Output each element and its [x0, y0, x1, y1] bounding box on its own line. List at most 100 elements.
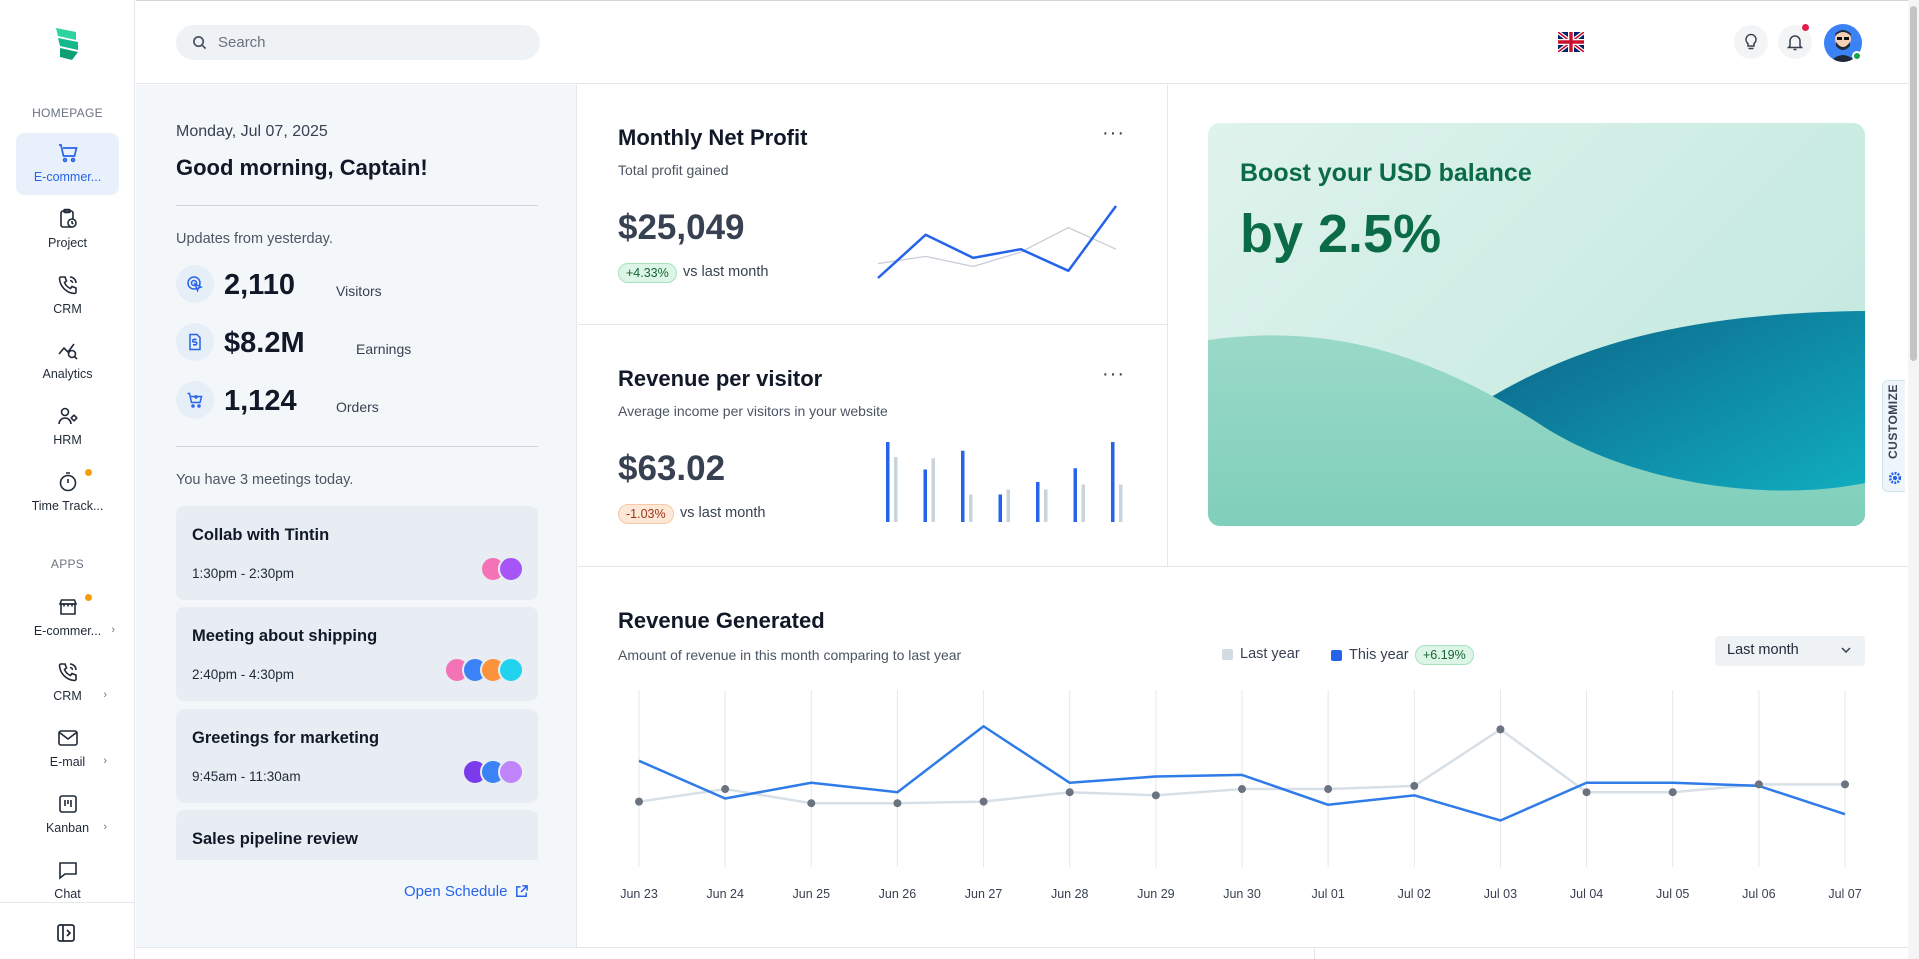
visitor-bar-chart	[886, 442, 1123, 522]
sidebar-item-label: CRM	[53, 302, 82, 316]
more-options-icon[interactable]: ···	[1102, 363, 1125, 385]
bar-this	[1036, 482, 1040, 522]
legend-swatch-this-year	[1331, 650, 1342, 661]
meeting-time: 2:40pm - 4:30pm	[192, 667, 295, 682]
meeting-title: Greetings for marketing	[192, 729, 380, 747]
tips-button[interactable]	[1734, 25, 1768, 59]
sidebar-item-ecommerce[interactable]: E-commer...	[16, 133, 119, 195]
store-icon	[58, 599, 78, 615]
sidebar-app-email[interactable]: E-mail ›	[16, 718, 119, 780]
chevron-right-icon: ›	[111, 624, 115, 636]
data-point-last-year	[1668, 788, 1677, 797]
sidebar-item-crm[interactable]: CRM	[16, 265, 119, 327]
clipboard-clock-icon	[60, 208, 77, 228]
avatar-icon	[1824, 24, 1862, 62]
stopwatch-icon	[59, 472, 77, 492]
meeting-title: Collab with Tintin	[192, 526, 330, 544]
bar-prev	[931, 458, 935, 522]
divider	[578, 324, 1167, 325]
x-tick-label: Jul 02	[1398, 887, 1431, 901]
uk-flag-icon[interactable]	[1558, 32, 1584, 52]
chevron-right-icon: ›	[103, 755, 107, 767]
sidebar-item-analytics[interactable]: Analytics	[16, 330, 119, 392]
avatar	[498, 759, 524, 785]
data-point-last-year	[1151, 791, 1160, 800]
sidebar-app-kanban[interactable]: Kanban ›	[16, 784, 119, 846]
sidebar: HOMEPAGE E-commer... Project CRM Analyti…	[0, 0, 135, 959]
search-input[interactable]	[218, 25, 518, 60]
series-this-year	[638, 725, 1846, 822]
mail-icon	[58, 730, 78, 746]
chevron-right-icon: ›	[103, 689, 107, 701]
card-title: Revenue Generated	[618, 608, 825, 633]
open-schedule-link[interactable]: Open Schedule	[404, 883, 528, 900]
x-tick-label: Jul 01	[1311, 887, 1344, 901]
profit-sparkline	[877, 205, 1118, 279]
range-select[interactable]: Last month	[1715, 636, 1865, 666]
sidebar-item-label: Analytics	[42, 367, 93, 381]
sidebar-item-label: Kanban	[45, 821, 90, 835]
meeting-title: Sales pipeline review	[192, 830, 358, 848]
customize-tab[interactable]: CUSTOMIZE	[1882, 380, 1905, 492]
attendee-avatars	[462, 759, 526, 785]
promo-banner[interactable]: Boost your USD balance by 2.5%	[1208, 123, 1865, 526]
divider	[176, 446, 538, 447]
meeting-card[interactable]: Meeting about shipping 2:40pm - 4:30pm	[176, 607, 538, 701]
avatar	[498, 556, 524, 582]
data-point-last-year	[807, 799, 816, 808]
sidebar-item-label: E-commer...	[33, 170, 102, 184]
top-header	[136, 0, 1908, 84]
bottom-edge	[136, 947, 1908, 959]
phone-icon	[58, 276, 77, 295]
notification-dot	[85, 594, 92, 601]
legend-last-year: Last year	[1240, 646, 1300, 662]
meeting-title: Meeting about shipping	[192, 627, 378, 645]
chat-icon	[59, 862, 77, 880]
sidebar-app-crm[interactable]: CRM ›	[16, 652, 119, 714]
comparison-label: vs last month	[683, 264, 769, 280]
sidebar-toggle-icon[interactable]	[56, 923, 76, 943]
user-avatar[interactable]	[1824, 24, 1862, 62]
meeting-card[interactable]: Greetings for marketing 9:45am - 11:30am	[176, 709, 538, 803]
meeting-time: 1:30pm - 2:30pm	[192, 566, 295, 581]
meeting-card[interactable]: Sales pipeline review	[176, 810, 538, 860]
stat-label: Visitors	[336, 283, 382, 299]
logo-icon[interactable]	[52, 26, 82, 62]
notification-dot	[1801, 23, 1810, 32]
card-title: Revenue per visitor	[618, 366, 823, 391]
page-scrollbar[interactable]	[1908, 0, 1919, 959]
scrollbar-thumb[interactable]	[1910, 6, 1917, 361]
cart-icon	[59, 144, 78, 163]
bar-prev	[894, 457, 898, 522]
sidebar-item-label: Chat	[54, 887, 81, 901]
stat-value: $8.2M	[224, 327, 305, 359]
x-tick-label: Jul 03	[1484, 887, 1517, 901]
open-schedule-label: Open Schedule	[404, 883, 508, 900]
section-homepage: HOMEPAGE	[32, 106, 103, 120]
divider	[176, 205, 538, 206]
bar-prev	[1081, 484, 1085, 522]
meeting-card[interactable]: Collab with Tintin 1:30pm - 2:30pm	[176, 506, 538, 600]
external-link-icon	[516, 885, 528, 897]
sidebar-app-chat[interactable]: Chat	[16, 850, 119, 912]
bar-prev	[1044, 489, 1048, 522]
sparkline-series-1	[877, 205, 1118, 279]
sidebar-item-time-tracking[interactable]: Time Track...	[16, 462, 119, 524]
search-bar[interactable]	[176, 25, 540, 60]
legend-this-year: This year	[1349, 647, 1409, 663]
sidebar-item-hrm[interactable]: HRM	[16, 396, 119, 458]
greeting: Good morning, Captain!	[176, 155, 428, 180]
profit-value: $25,049	[618, 208, 745, 247]
more-options-icon[interactable]: ···	[1102, 122, 1125, 144]
data-point-last-year	[721, 785, 730, 794]
summary-panel: Monday, Jul 07, 2025 Good morning, Capta…	[136, 85, 577, 947]
x-tick-label: Jun 28	[1051, 887, 1089, 901]
data-point-last-year	[1582, 788, 1591, 797]
card-title: Monthly Net Profit	[618, 125, 808, 150]
bar-this	[886, 442, 890, 522]
promo-rate: by 2.5%	[1240, 204, 1442, 264]
data-point-last-year	[1754, 780, 1763, 789]
sidebar-item-project[interactable]: Project	[16, 199, 119, 261]
sidebar-app-ecommerce[interactable]: E-commer... ›	[16, 587, 119, 649]
sidebar-item-label: CRM	[53, 689, 82, 703]
